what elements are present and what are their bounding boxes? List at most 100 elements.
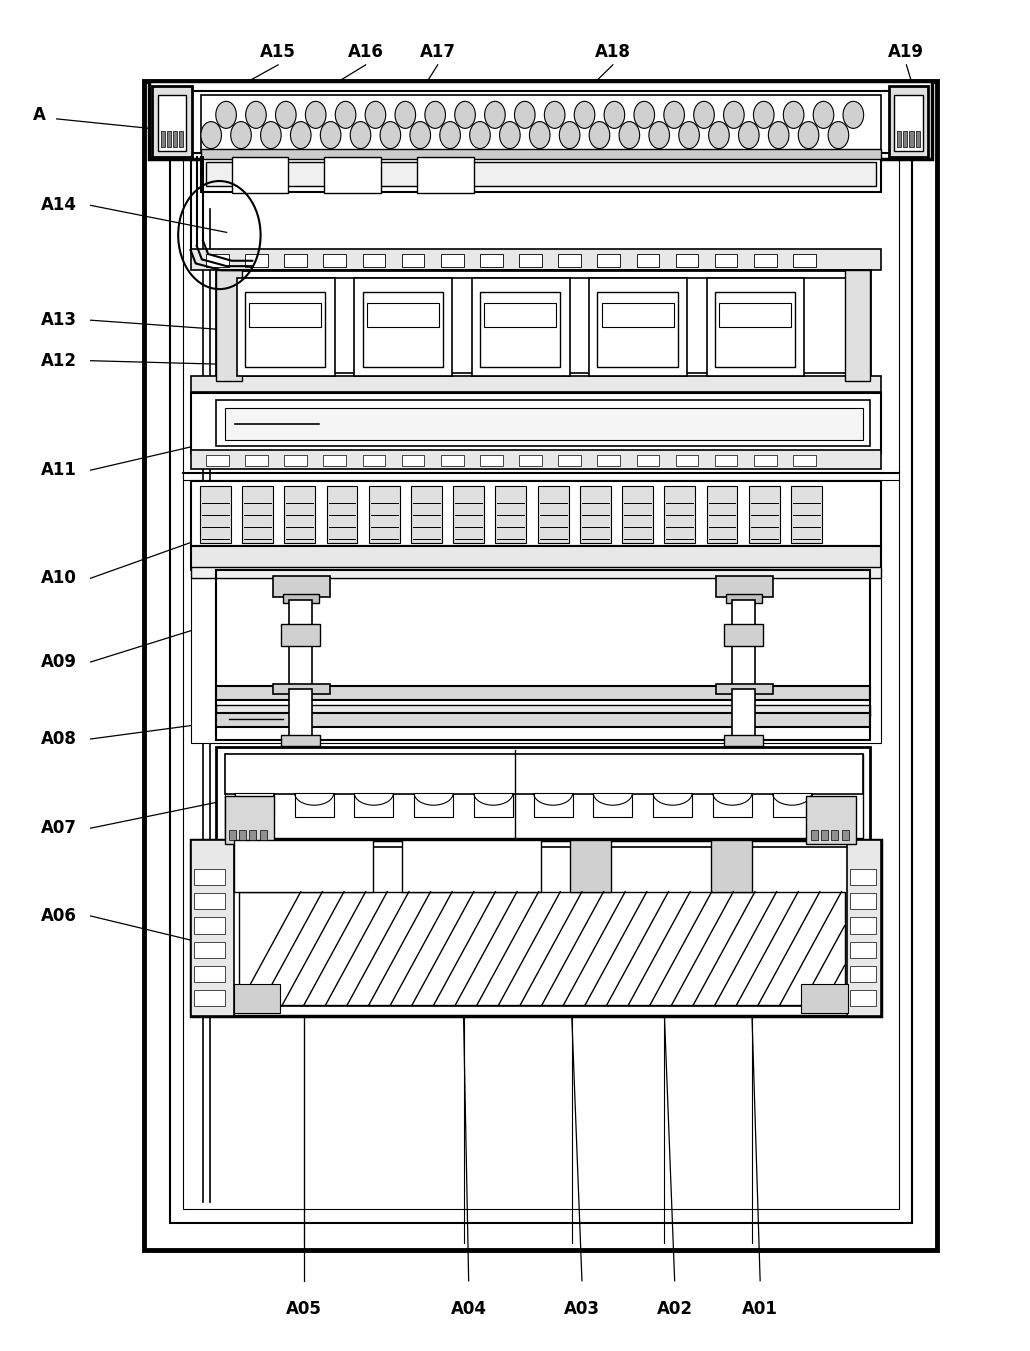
Circle shape [410,122,431,149]
Circle shape [380,122,401,149]
Bar [597,254,620,267]
Text: A14: A14 [41,196,77,215]
Text: A09: A09 [41,653,77,671]
Circle shape [500,122,520,149]
Bar [570,840,611,892]
Bar [831,830,838,840]
Circle shape [753,101,774,128]
Bar [363,292,443,367]
Circle shape [335,101,356,128]
Circle shape [604,101,624,128]
Text: A10: A10 [41,569,77,588]
Circle shape [649,122,670,149]
Text: A18: A18 [595,43,630,61]
Bar [847,840,881,1016]
Bar [225,754,863,794]
Bar [245,292,325,367]
Bar [732,689,755,740]
Text: A05: A05 [286,1300,321,1317]
Bar [474,793,513,817]
Bar [732,600,755,689]
Circle shape [470,122,490,149]
Bar [201,157,881,192]
Text: A16: A16 [348,43,383,61]
Bar [538,486,569,543]
Bar [216,400,870,446]
Bar [201,149,881,159]
Bar [850,966,876,982]
Bar [558,254,581,267]
Text: A19: A19 [889,43,924,61]
Bar [806,796,856,844]
Bar [664,486,695,543]
Bar [152,81,929,1250]
Bar [199,847,873,1006]
Text: A02: A02 [657,1300,692,1317]
Circle shape [290,122,311,149]
Bar [801,984,848,1013]
Bar [194,990,225,1006]
Bar [206,254,229,267]
Bar [402,455,424,466]
Bar [191,546,881,570]
Bar [719,303,791,327]
Bar [170,108,912,1223]
Circle shape [575,101,594,128]
Bar [897,131,901,147]
Bar [225,796,274,844]
Bar [850,942,876,958]
Bar [249,830,256,840]
Bar [234,840,373,892]
Bar [194,893,225,909]
Bar [289,600,312,689]
Bar [284,455,307,466]
Bar [324,157,381,193]
Bar [191,840,881,1016]
Bar [480,254,503,267]
Bar [323,254,346,267]
Bar [637,254,659,267]
Text: A: A [33,105,45,124]
Bar [713,793,752,817]
Circle shape [231,122,251,149]
Text: A01: A01 [743,1300,778,1317]
Bar [676,455,698,466]
Circle shape [828,122,849,149]
Bar [715,254,737,267]
Circle shape [694,101,714,128]
Circle shape [709,122,729,149]
Bar [284,254,307,267]
Bar [191,578,881,743]
Circle shape [365,101,385,128]
Text: A07: A07 [41,819,77,838]
Bar [653,793,692,817]
Bar [716,576,772,597]
Circle shape [484,101,505,128]
Circle shape [216,101,237,128]
Text: A06: A06 [41,907,77,925]
Bar [283,594,319,603]
Circle shape [515,101,536,128]
Bar [225,754,863,838]
Bar [229,830,236,840]
Bar [909,131,914,147]
Bar [916,131,920,147]
Bar [167,131,171,147]
Text: A08: A08 [41,730,77,748]
Bar [580,486,611,543]
Bar [194,869,225,885]
Bar [239,892,845,1005]
Bar [289,689,312,740]
Bar [232,157,288,193]
Bar [749,486,780,543]
Bar [152,86,192,157]
Bar [242,486,273,543]
Bar [602,303,674,327]
Bar [534,793,573,817]
Bar [281,624,320,646]
Bar [707,486,737,543]
Bar [889,86,928,157]
Bar [480,292,560,367]
Bar [754,254,777,267]
Bar [724,735,763,746]
